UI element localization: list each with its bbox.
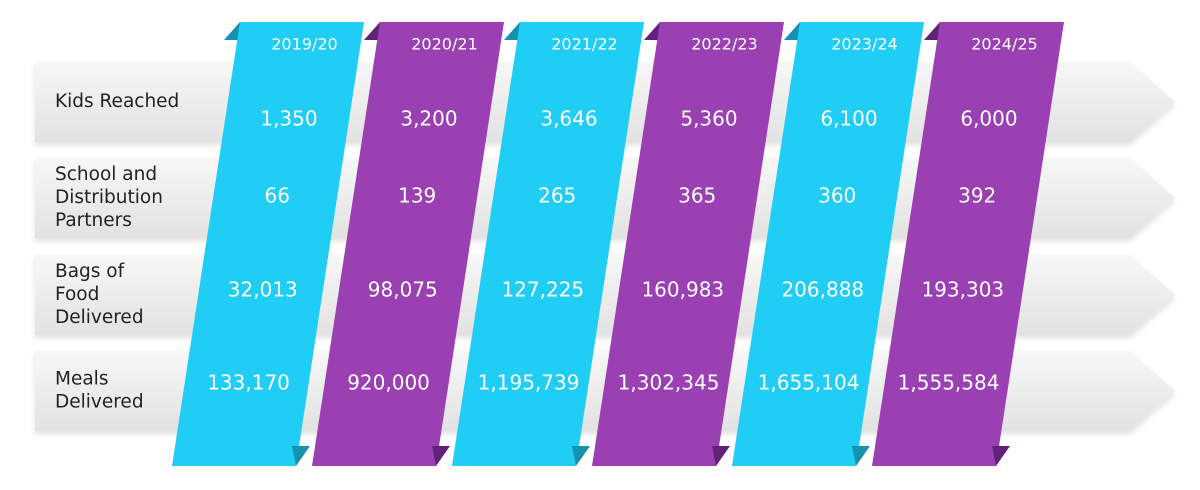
ribbon xyxy=(312,22,504,466)
cell-value: 32,013 xyxy=(228,278,298,302)
row-label: Meals xyxy=(55,369,108,390)
cell-value: 1,350 xyxy=(260,107,317,131)
ribbon-fold xyxy=(572,446,590,466)
row-label: Delivered xyxy=(55,392,144,413)
column-header: 2021/22 xyxy=(551,35,617,54)
cell-value: 66 xyxy=(264,184,289,208)
ribbon xyxy=(732,22,924,466)
cell-value: 5,360 xyxy=(680,107,737,131)
cell-value: 920,000 xyxy=(347,371,430,395)
row-label: School and xyxy=(55,164,157,185)
row-label: Kids Reached xyxy=(55,91,179,112)
cell-value: 1,302,345 xyxy=(618,371,720,395)
cell-value: 6,100 xyxy=(820,107,877,131)
ribbon-fold xyxy=(292,446,310,466)
cell-value: 1,555,584 xyxy=(898,371,1000,395)
cell-value: 160,983 xyxy=(641,278,724,302)
ribbon-fold xyxy=(432,446,450,466)
row-label: Partners xyxy=(55,210,132,231)
ribbon-fold xyxy=(852,446,870,466)
texts: Kids Reached School andDistributionPartne… xyxy=(55,35,1038,413)
cell-value: 365 xyxy=(678,184,716,208)
ribbon xyxy=(452,22,644,466)
ribbon-fold xyxy=(712,446,730,466)
cell-value: 6,000 xyxy=(960,107,1017,131)
year-ribbons xyxy=(172,22,1064,466)
cell-value: 360 xyxy=(818,184,856,208)
cell-value: 127,225 xyxy=(501,278,584,302)
cell-value: 3,646 xyxy=(540,107,597,131)
cell-value: 98,075 xyxy=(368,278,438,302)
cell-value: 206,888 xyxy=(781,278,864,302)
cell-value: 1,195,739 xyxy=(478,371,580,395)
row-label: Distribution xyxy=(55,187,163,208)
ribbon xyxy=(172,22,364,466)
column-header: 2023/24 xyxy=(831,35,897,54)
ribbon-fold xyxy=(992,446,1010,466)
cell-value: 133,170 xyxy=(207,371,290,395)
row-label: Food xyxy=(55,284,99,305)
cell-value: 3,200 xyxy=(400,107,457,131)
ribbon xyxy=(872,22,1064,466)
row-label: Delivered xyxy=(55,307,144,328)
cell-value: 1,655,104 xyxy=(758,371,860,395)
cell-value: 392 xyxy=(958,184,996,208)
column-header: 2022/23 xyxy=(691,35,757,54)
column-header: 2020/21 xyxy=(411,35,477,54)
cell-value: 193,303 xyxy=(921,278,1004,302)
column-header: 2019/20 xyxy=(271,35,337,54)
cell-value: 265 xyxy=(538,184,576,208)
cell-value: 139 xyxy=(398,184,436,208)
column-header: 2024/25 xyxy=(971,35,1037,54)
row-label: Bags of xyxy=(55,261,125,282)
ribbon xyxy=(592,22,784,466)
